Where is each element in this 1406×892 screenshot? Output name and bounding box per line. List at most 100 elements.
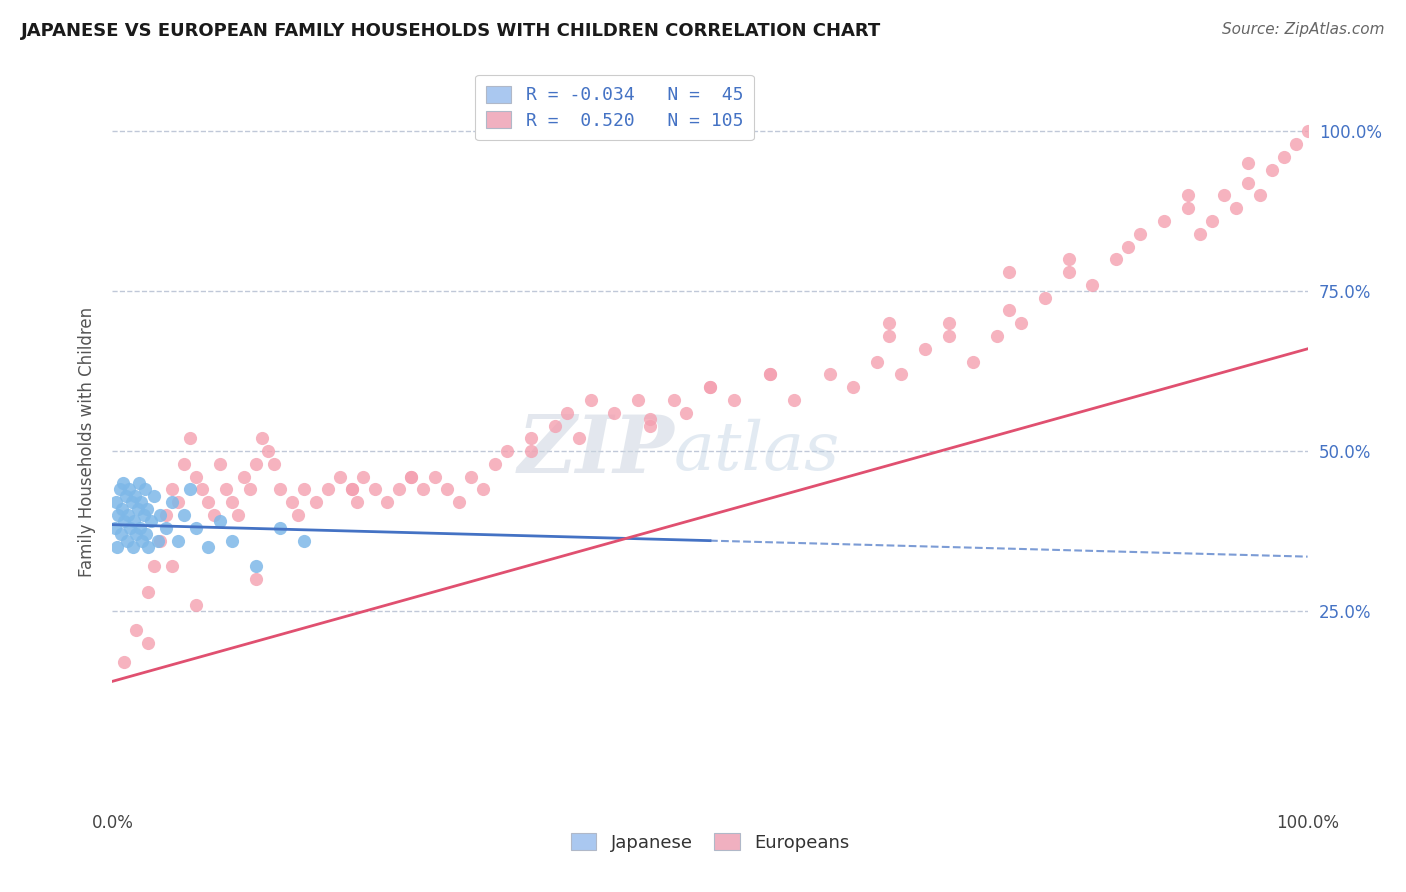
Point xyxy=(603,406,626,420)
Point xyxy=(1237,156,1260,170)
Point xyxy=(118,483,141,497)
Point xyxy=(269,483,291,497)
Point xyxy=(138,540,160,554)
Point xyxy=(121,540,143,554)
Point xyxy=(139,515,162,529)
Text: Source: ZipAtlas.com: Source: ZipAtlas.com xyxy=(1222,22,1385,37)
Point xyxy=(245,559,267,574)
Point xyxy=(117,508,139,522)
Point xyxy=(640,418,662,433)
Point xyxy=(221,533,243,548)
Point xyxy=(866,354,889,368)
Point xyxy=(110,527,132,541)
Point xyxy=(1033,291,1056,305)
Point xyxy=(425,469,447,483)
Point xyxy=(484,457,506,471)
Point xyxy=(167,533,190,548)
Point xyxy=(818,368,841,382)
Point xyxy=(1285,137,1308,152)
Point xyxy=(136,501,159,516)
Text: atlas: atlas xyxy=(675,418,841,483)
Point xyxy=(1105,252,1128,267)
Point xyxy=(105,540,128,554)
Point xyxy=(340,483,363,497)
Point xyxy=(197,495,219,509)
Point xyxy=(543,418,565,433)
Point xyxy=(353,469,375,483)
Point xyxy=(388,483,411,497)
Point xyxy=(239,483,262,497)
Point xyxy=(579,392,602,407)
Point xyxy=(520,431,543,445)
Point xyxy=(1201,214,1223,228)
Point xyxy=(287,508,309,522)
Point xyxy=(938,316,960,330)
Point xyxy=(129,495,152,509)
Point xyxy=(340,483,363,497)
Point xyxy=(627,392,650,407)
Point xyxy=(221,495,243,509)
Point xyxy=(197,540,219,554)
Point xyxy=(1153,214,1175,228)
Point xyxy=(640,412,662,426)
Point xyxy=(675,406,697,420)
Point xyxy=(1177,201,1199,215)
Point xyxy=(122,515,145,529)
Point xyxy=(520,444,543,458)
Point xyxy=(449,495,471,509)
Point xyxy=(202,508,225,522)
Point xyxy=(120,521,142,535)
Point xyxy=(186,521,208,535)
Point xyxy=(121,495,143,509)
Point xyxy=(179,483,201,497)
Point xyxy=(664,392,686,407)
Point xyxy=(329,469,352,483)
Point xyxy=(129,521,152,535)
Point xyxy=(783,392,806,407)
Point xyxy=(436,483,458,497)
Point xyxy=(1189,227,1212,241)
Point xyxy=(132,508,155,522)
Point xyxy=(155,521,177,535)
Point xyxy=(1118,239,1140,253)
Point xyxy=(305,495,328,509)
Point xyxy=(162,559,183,574)
Point xyxy=(104,521,127,535)
Point xyxy=(998,303,1021,318)
Point xyxy=(108,483,131,497)
Point xyxy=(162,483,183,497)
Point xyxy=(191,483,214,497)
Point xyxy=(250,431,273,445)
Point xyxy=(226,508,249,522)
Point xyxy=(114,515,135,529)
Point xyxy=(412,483,434,497)
Y-axis label: Family Households with Children: Family Households with Children xyxy=(77,307,96,576)
Point xyxy=(460,469,482,483)
Point xyxy=(143,489,166,503)
Point xyxy=(281,495,304,509)
Point xyxy=(890,368,912,382)
Point xyxy=(472,483,495,497)
Point xyxy=(143,559,166,574)
Point xyxy=(138,584,160,599)
Point xyxy=(962,354,984,368)
Point xyxy=(114,489,136,503)
Point xyxy=(759,368,782,382)
Point xyxy=(1272,150,1295,164)
Point xyxy=(135,527,157,541)
Point xyxy=(842,380,865,394)
Point xyxy=(173,457,195,471)
Point xyxy=(257,444,280,458)
Point xyxy=(555,406,578,420)
Point xyxy=(134,483,156,497)
Point xyxy=(128,476,150,491)
Point xyxy=(105,495,128,509)
Point xyxy=(215,483,238,497)
Point xyxy=(986,329,1008,343)
Point xyxy=(186,469,208,483)
Point xyxy=(364,483,387,497)
Point xyxy=(914,342,936,356)
Point xyxy=(1129,227,1152,241)
Point xyxy=(149,533,172,548)
Point xyxy=(269,521,291,535)
